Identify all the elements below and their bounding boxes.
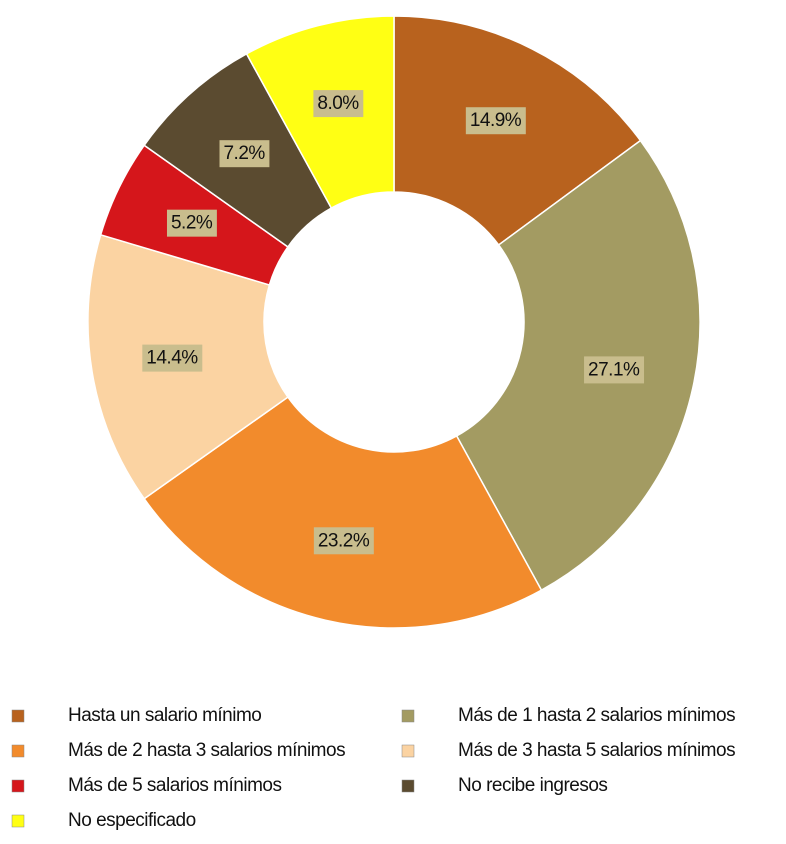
value-label-box	[219, 140, 270, 168]
value-label: 14.9%	[470, 110, 522, 131]
legend-label: Hasta un salario mínimo	[68, 705, 261, 726]
legend-label: No especificado	[68, 810, 196, 831]
legend-label: Más de 1 hasta 2 salarios mínimos	[458, 705, 735, 726]
value-label: 23.2%	[318, 530, 370, 551]
value-label: 27.1%	[588, 359, 640, 380]
legend-label: Más de 3 hasta 5 salarios mínimos	[458, 740, 735, 761]
legend-label: Más de 5 salarios mínimos	[68, 775, 281, 796]
value-label-box	[166, 209, 217, 237]
legend-swatch	[11, 744, 25, 758]
value-label: 7.2%	[223, 143, 265, 164]
slice	[143, 396, 543, 629]
value-label-box	[313, 90, 364, 118]
value-label-box	[313, 527, 374, 555]
legend-swatch	[401, 744, 415, 758]
legend-swatch	[11, 779, 25, 793]
legend-swatch	[11, 709, 25, 723]
value-label-box	[584, 356, 645, 384]
legend-swatch	[11, 814, 25, 828]
value-label-box	[142, 344, 203, 372]
legend-swatch	[401, 779, 415, 793]
legend-label: Más de 2 hasta 3 salarios mínimos	[68, 740, 345, 761]
value-label: 8.0%	[317, 93, 359, 114]
legend-label: No recibe ingresos	[458, 775, 607, 796]
slice	[455, 139, 701, 592]
value-label: 5.2%	[171, 213, 213, 234]
value-label: 14.4%	[146, 348, 198, 369]
value-label-box	[465, 107, 526, 135]
legend-swatch	[401, 709, 415, 723]
